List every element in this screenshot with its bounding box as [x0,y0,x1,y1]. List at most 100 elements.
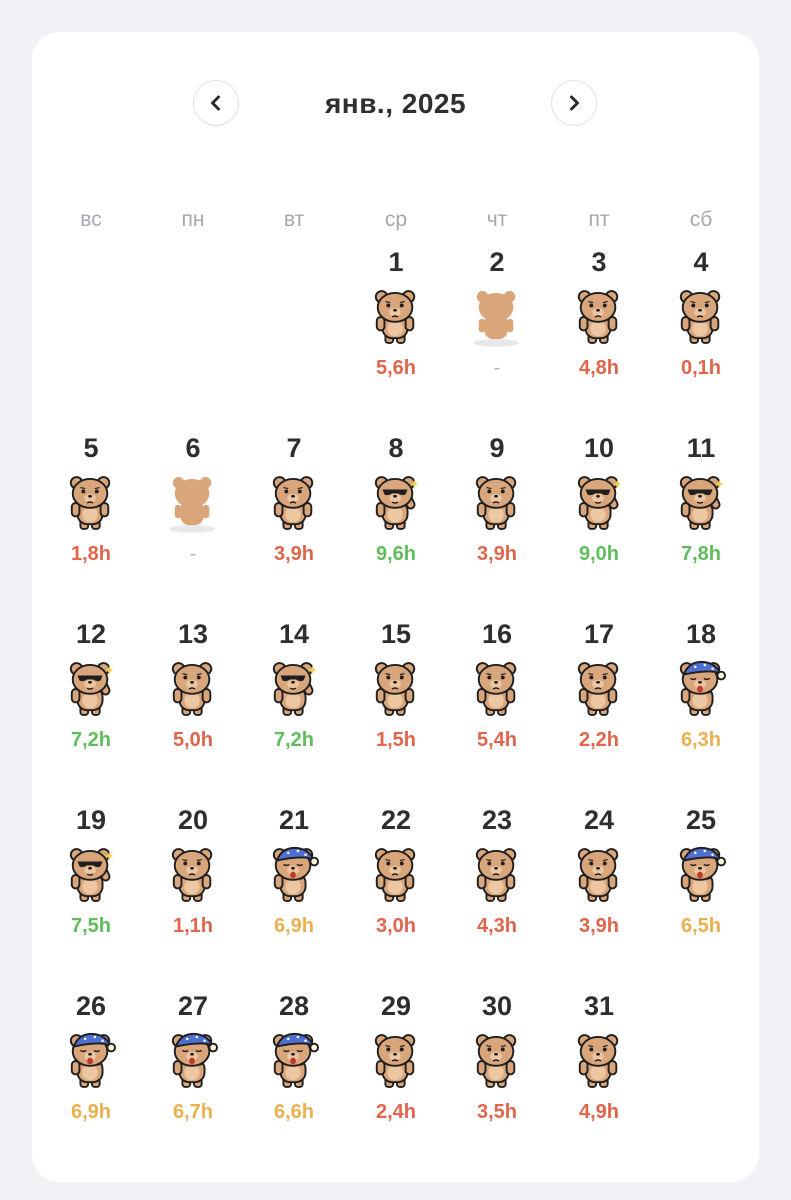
day-cell-17[interactable]: 17 2,2h [548,619,650,799]
day-number: 16 [481,619,513,649]
day-cell-8[interactable]: 8 9,6h [345,433,447,613]
sleep-hours: 1,5h [375,729,417,751]
bear-sad-icon [374,848,416,902]
day-number: 8 [388,433,404,463]
day-number: 17 [583,619,615,649]
day-cell-19[interactable]: 19 7,5h [40,805,142,985]
sleep-hours: 9,6h [375,543,417,565]
day-number: 21 [278,805,310,835]
next-month-button[interactable] [551,80,597,126]
day-number: 26 [75,991,107,1021]
weekday-label: ср [384,208,408,231]
bear-sunglasses-icon [69,848,114,902]
day-cell-6[interactable]: 6- [142,433,244,613]
day-cell-28[interactable]: 28 6,6h [243,991,345,1171]
bear-sad-icon [171,848,213,902]
day-cell-14[interactable]: 14 7,2h [243,619,345,799]
day-number: 12 [75,619,107,649]
day-number: 13 [177,619,209,649]
sleep-hours: 6,3h [680,729,722,751]
bear-sad-icon [679,290,721,344]
day-cell-26[interactable]: 26 6,9h [40,991,142,1171]
sleep-hours: 4,9h [578,1101,620,1123]
day-cell-30[interactable]: 30 3,5h [446,991,548,1171]
sleep-hours: 6,9h [70,1101,112,1123]
day-number: 29 [380,991,412,1021]
calendar-header: янв., 2025 [32,32,759,182]
day-cell-2[interactable]: 2- [446,247,548,427]
day-number: 11 [686,433,716,463]
sleep-hours: - [189,543,197,565]
bear-sleepy-icon [272,1032,319,1088]
day-number: 22 [380,805,412,835]
sleep-hours: 3,9h [578,915,620,937]
sleep-hours: 4,3h [476,915,518,937]
day-cell-25[interactable]: 25 6,5h [650,805,752,985]
day-cell-20[interactable]: 20 1,1h [142,805,244,985]
day-cell-1[interactable]: 1 5,6h [345,247,447,427]
prev-month-button[interactable] [193,80,239,126]
sleep-hours: 7,2h [273,729,315,751]
day-cell-15[interactable]: 15 1,5h [345,619,447,799]
bear-sleepy-icon [69,1032,116,1088]
bear-sad-icon [69,476,111,530]
day-number: 19 [75,805,107,835]
bear-sleepy-icon [679,660,726,716]
day-number: 14 [278,619,310,649]
sleep-hours: 6,9h [273,915,315,937]
day-cell-3[interactable]: 3 4,8h [548,247,650,427]
day-cell-23[interactable]: 23 4,3h [446,805,548,985]
sleep-hours: 5,6h [375,357,417,379]
day-number: 7 [286,433,302,463]
bear-sad-icon [475,848,517,902]
bear-sleepy-icon [679,846,726,902]
day-cell-29[interactable]: 29 2,4h [345,991,447,1171]
sleep-hours: 3,5h [476,1101,518,1123]
day-number: 28 [278,991,310,1021]
day-cell-27[interactable]: 27 6,7h [142,991,244,1171]
day-number: 10 [583,433,615,463]
chevron-left-icon [211,95,220,111]
day-number: 24 [583,805,615,835]
day-cell-22[interactable]: 22 3,0h [345,805,447,985]
day-number: 25 [685,805,717,835]
bear-sunglasses-icon [374,476,419,530]
bear-sad-icon [577,662,619,716]
day-cell-12[interactable]: 12 7,2h [40,619,142,799]
day-cell-4[interactable]: 4 0,1h [650,247,752,427]
bear-sad-icon [475,662,517,716]
bear-sad-icon [374,290,416,344]
day-cell-24[interactable]: 24 3,9h [548,805,650,985]
day-cell-9[interactable]: 9 3,9h [446,433,548,613]
day-cell-31[interactable]: 31 4,9h [548,991,650,1171]
sleep-hours: 6,7h [172,1101,214,1123]
sleep-hours: 1,8h [70,543,112,565]
day-cell-18[interactable]: 18 6,3h [650,619,752,799]
bear-sunglasses-icon [679,476,724,530]
sleep-hours: 4,8h [578,357,620,379]
day-cell-5[interactable]: 5 1,8h [40,433,142,613]
day-cell-11[interactable]: 11 7,8h [650,433,752,613]
day-cell-13[interactable]: 13 5,0h [142,619,244,799]
sleep-hours: 9,0h [578,543,620,565]
day-cell-21[interactable]: 21 6,9h [243,805,345,985]
weekday-label: пт [588,208,610,231]
month-title: янв., 2025 [324,88,467,119]
bear-sad-icon [374,662,416,716]
calendar-card: янв., 2025 вс пн вт ср чт пт сб 1 5,6h 2-3 4,8h 4 0… [32,32,759,1182]
bear-sad-icon [475,476,517,530]
sleep-hours: 6,6h [273,1101,315,1123]
day-number: 2 [489,247,505,277]
chevron-right-icon [570,95,579,111]
day-cell-7[interactable]: 7 3,9h [243,433,345,613]
day-cell-10[interactable]: 10 9,0h [548,433,650,613]
day-cell-16[interactable]: 16 5,4h [446,619,548,799]
weekday-label: чт [486,208,508,231]
day-number: 3 [591,247,607,277]
day-number: 18 [685,619,717,649]
bear-sad-icon [577,848,619,902]
sleep-hours: 3,9h [273,543,315,565]
bear-sad-icon [577,290,619,344]
sleep-hours: 7,8h [680,543,722,565]
bear-sunglasses-icon [272,662,317,716]
